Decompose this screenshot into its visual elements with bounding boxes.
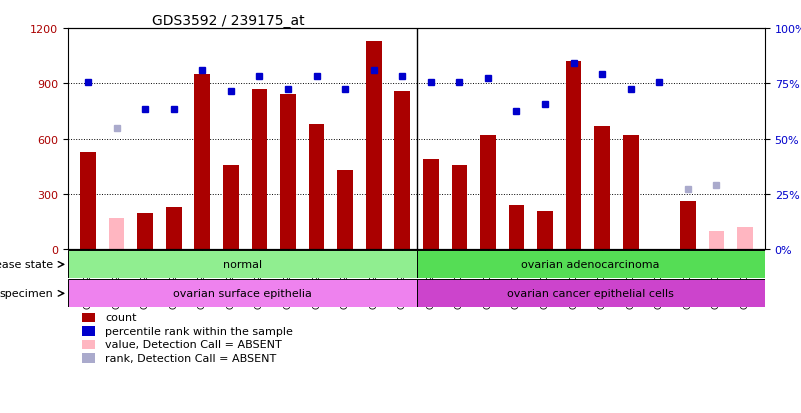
Bar	[594, 126, 610, 250]
Text: value, Detection Call = ABSENT: value, Detection Call = ABSENT	[105, 339, 282, 349]
Bar	[280, 95, 296, 250]
Bar	[623, 136, 638, 250]
Bar	[509, 206, 525, 250]
Bar	[337, 171, 353, 250]
Bar	[82, 313, 95, 323]
Bar	[423, 160, 439, 250]
Bar	[417, 251, 765, 279]
Text: ovarian cancer epithelial cells: ovarian cancer epithelial cells	[507, 289, 674, 299]
Text: count: count	[105, 313, 136, 323]
Text: percentile rank within the sample: percentile rank within the sample	[105, 326, 293, 336]
Bar	[80, 152, 96, 250]
Bar	[166, 207, 182, 250]
Text: normal: normal	[223, 260, 262, 270]
Text: ovarian surface epithelia: ovarian surface epithelia	[173, 289, 312, 299]
Bar	[82, 340, 95, 349]
Bar	[109, 218, 124, 250]
Bar	[82, 326, 95, 336]
Bar	[195, 75, 210, 250]
Text: ovarian adenocarcinoma: ovarian adenocarcinoma	[521, 260, 660, 270]
Bar	[308, 125, 324, 250]
Bar	[480, 136, 496, 250]
Text: disease state: disease state	[0, 260, 54, 270]
Bar	[82, 353, 95, 363]
Bar	[452, 165, 467, 250]
Text: GDS3592 / 239175_at: GDS3592 / 239175_at	[151, 14, 304, 28]
Text: rank, Detection Call = ABSENT: rank, Detection Call = ABSENT	[105, 353, 276, 363]
Bar	[223, 165, 239, 250]
Bar	[252, 90, 268, 250]
Bar	[680, 201, 696, 250]
Bar	[709, 231, 724, 250]
Bar	[137, 213, 153, 250]
Bar	[68, 251, 417, 279]
Bar	[537, 211, 553, 250]
Bar	[737, 228, 753, 250]
Bar	[417, 280, 765, 308]
Bar	[366, 42, 381, 250]
Bar	[68, 280, 417, 308]
Bar	[394, 92, 410, 250]
Bar	[566, 62, 582, 250]
Text: specimen: specimen	[0, 289, 54, 299]
